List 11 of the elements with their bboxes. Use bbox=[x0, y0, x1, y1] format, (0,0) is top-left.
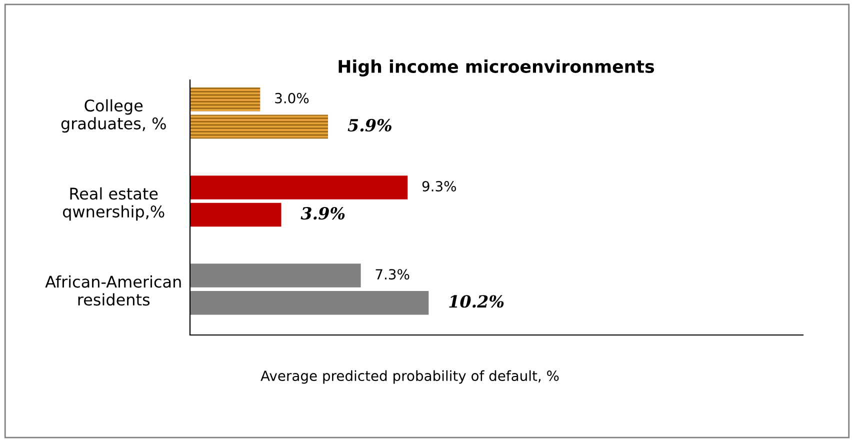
data-label: 9.3% bbox=[422, 180, 456, 192]
x-axis-title: Average predicted probability of default, % bbox=[260, 370, 559, 384]
y-tick-label: Real estate qwnership,% bbox=[62, 187, 164, 221]
chart-title: High income microenvironments bbox=[338, 60, 654, 76]
y-tick-label: African-American residents bbox=[45, 275, 181, 306]
data-label: 3.0% bbox=[275, 92, 309, 104]
data-label: 10.2% bbox=[449, 295, 504, 308]
data-label: 7.3% bbox=[376, 269, 410, 280]
data-label: 5.9% bbox=[348, 118, 392, 132]
data-label: 3.9% bbox=[300, 206, 345, 220]
y-tick-label: College graduates, % bbox=[61, 99, 166, 133]
